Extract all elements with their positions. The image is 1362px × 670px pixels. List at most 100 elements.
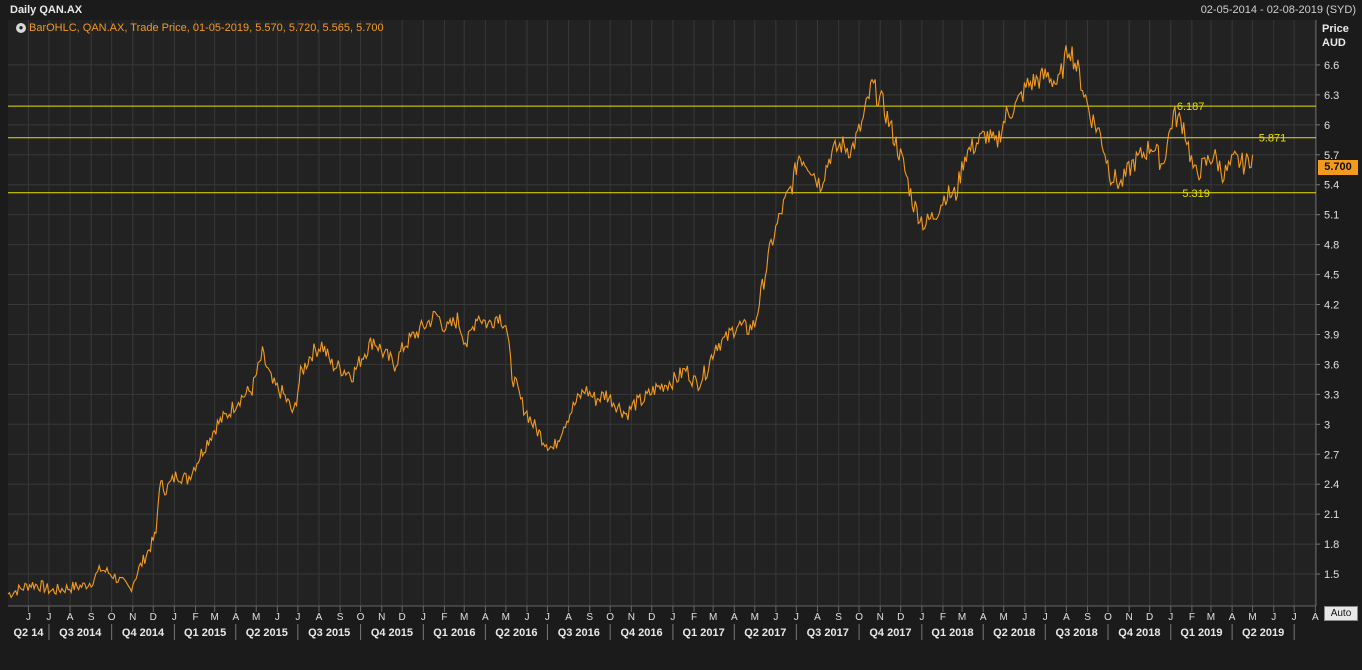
month-label: M	[751, 612, 759, 623]
quarter-label: Q4 2016	[620, 627, 662, 639]
month-label: J	[1168, 612, 1173, 623]
price-series-line	[7, 45, 1254, 599]
month-label: F	[940, 612, 946, 623]
y-tick-label: 3	[1324, 419, 1330, 431]
y-tick-label: 2.7	[1324, 449, 1339, 461]
month-label: D	[897, 612, 904, 623]
y-tick-label: 3.3	[1324, 389, 1339, 401]
month-label: M	[1207, 612, 1215, 623]
auto-scale-button[interactable]: Auto	[1324, 606, 1358, 621]
month-label: O	[1104, 612, 1112, 623]
y-tick-label: 5.1	[1324, 210, 1339, 222]
month-label: D	[399, 612, 406, 623]
month-label: M	[252, 612, 260, 623]
y-tick-label: 3.6	[1324, 359, 1339, 371]
chart-header: Daily QAN.AX 02-05-2014 - 02-08-2019 (SY…	[0, 0, 1362, 20]
y-tick-label: 2.4	[1324, 479, 1339, 491]
month-label: D	[150, 612, 157, 623]
quarter-label: Q3 2014	[59, 627, 102, 639]
series-legend[interactable]: ● BarOHLC, QAN.AX, Trade Price, 01-05-20…	[16, 22, 384, 34]
y-tick-label: 6.6	[1324, 60, 1339, 72]
currency-axis-label: AUD	[1322, 37, 1346, 49]
month-label: J	[1043, 612, 1048, 623]
quarter-label: Q3 2015	[308, 627, 350, 639]
month-label: J	[275, 612, 280, 623]
y-tick-label: 4.8	[1324, 240, 1339, 252]
quarter-label: Q4 2014	[122, 627, 165, 639]
month-label: J	[1271, 612, 1276, 623]
month-label: J	[421, 612, 426, 623]
month-label: A	[482, 612, 489, 623]
reference-line-label: 6.187	[1177, 101, 1205, 113]
month-label: J	[773, 612, 778, 623]
y-tick-label: 6	[1324, 120, 1330, 132]
month-label: J	[670, 612, 675, 623]
y-tick-label: 5.7	[1324, 150, 1339, 162]
month-label: M	[999, 612, 1007, 623]
plot-area[interactable]	[8, 20, 1316, 606]
month-label: A	[1312, 612, 1319, 623]
month-label: A	[1229, 612, 1236, 623]
month-label: J	[1022, 612, 1027, 623]
quarter-label: Q2 14	[13, 627, 44, 639]
month-label: A	[1063, 612, 1070, 623]
month-label: D	[648, 612, 655, 623]
month-label: J	[524, 612, 529, 623]
month-label: J	[172, 612, 177, 623]
month-label: A	[232, 612, 239, 623]
month-label: F	[192, 612, 198, 623]
month-label: J	[919, 612, 924, 623]
month-label: A	[731, 612, 738, 623]
month-label: J	[26, 612, 31, 623]
month-label: J	[295, 612, 300, 623]
y-tick-label: 1.5	[1324, 569, 1339, 581]
quarter-label: Q3 2018	[1056, 627, 1098, 639]
month-label: F	[441, 612, 447, 623]
quarter-label: Q4 2015	[371, 627, 413, 639]
month-label: F	[1189, 612, 1195, 623]
price-axis-title: Price AUD	[1322, 22, 1349, 50]
month-label: A	[980, 612, 987, 623]
month-label: J	[794, 612, 799, 623]
month-label: O	[108, 612, 116, 623]
month-label: M	[709, 612, 717, 623]
y-tick-label: 4.5	[1324, 270, 1339, 282]
month-label: M	[1248, 612, 1256, 623]
month-label: M	[460, 612, 468, 623]
last-price-badge: 5.700	[1318, 160, 1358, 175]
chart-settings-icon[interactable]: ●	[16, 23, 26, 33]
month-label: S	[88, 612, 95, 623]
month-label: M	[210, 612, 218, 623]
quarter-label: Q4 2018	[1118, 627, 1160, 639]
quarter-label: Q3 2016	[558, 627, 600, 639]
month-label: N	[129, 612, 136, 623]
quarter-label: Q3 2017	[807, 627, 849, 639]
quarter-label: Q1 2019	[1180, 627, 1222, 639]
month-label: F	[691, 612, 697, 623]
month-label: A	[814, 612, 821, 623]
reference-line-label: 5.871	[1259, 133, 1287, 145]
quarter-label: Q1 2015	[184, 627, 226, 639]
quarter-label: Q2 2018	[993, 627, 1035, 639]
month-label: A	[316, 612, 323, 623]
quarter-label: Q1 2018	[931, 627, 973, 639]
month-label: O	[606, 612, 614, 623]
legend-text: BarOHLC, QAN.AX, Trade Price, 01-05-2019…	[29, 22, 384, 34]
month-label: S	[1084, 612, 1091, 623]
date-range: 02-05-2014 - 02-08-2019 (SYD)	[1200, 4, 1356, 16]
month-label: J	[1292, 612, 1297, 623]
quarter-label: Q1 2017	[682, 627, 724, 639]
quarter-label: Q2 2017	[744, 627, 786, 639]
month-label: N	[877, 612, 884, 623]
y-tick-label: 4.2	[1324, 300, 1339, 312]
month-label: J	[545, 612, 550, 623]
quarter-label: Q1 2016	[433, 627, 475, 639]
quarter-label: Q4 2017	[869, 627, 911, 639]
quarter-label: Q2 2015	[246, 627, 288, 639]
month-label: D	[1146, 612, 1153, 623]
month-label: M	[958, 612, 966, 623]
y-tick-label: 1.8	[1324, 539, 1339, 551]
y-tick-label: 5.4	[1324, 180, 1339, 192]
month-label: O	[357, 612, 365, 623]
